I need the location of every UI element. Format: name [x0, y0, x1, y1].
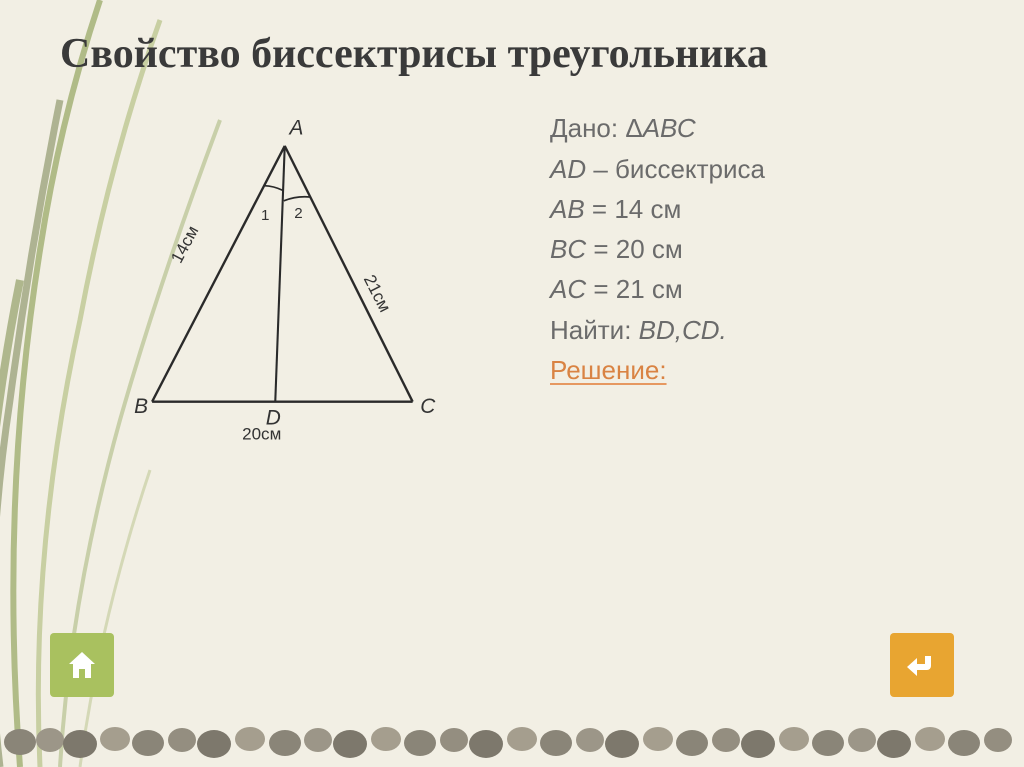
given-line-2: AD – биссектриса	[550, 149, 765, 189]
angle-2-label: 2	[294, 205, 302, 222]
given-line-6: Найти: BD,CD.	[550, 310, 765, 350]
triangle-diagram: A B C D 14см 21см 20см 1 2	[100, 108, 460, 468]
given-block: Дано: ΔАВС AD – биссектриса AB = 14 см B…	[550, 108, 765, 390]
given-line-5: AC = 21 см	[550, 269, 765, 309]
home-button[interactable]	[50, 633, 114, 697]
vertex-a-label: A	[287, 117, 303, 140]
angle-1-label: 1	[261, 207, 269, 224]
side-ab-label: 14см	[167, 223, 202, 267]
vertex-c-label: C	[420, 395, 436, 418]
vertex-b-label: B	[134, 395, 148, 418]
solution-label: Решение:	[550, 350, 765, 390]
back-button[interactable]	[890, 633, 954, 697]
stones-border-decoration	[0, 712, 1024, 767]
page-title: Свойство биссектрисы треугольника	[60, 30, 964, 78]
given-line-4: BC = 20 см	[550, 229, 765, 269]
home-icon	[63, 646, 101, 684]
given-line-1: Дано: ΔАВС	[550, 108, 765, 148]
side-bc-label: 20см	[242, 425, 281, 444]
given-line-3: AB = 14 см	[550, 189, 765, 229]
return-arrow-icon	[901, 644, 943, 686]
